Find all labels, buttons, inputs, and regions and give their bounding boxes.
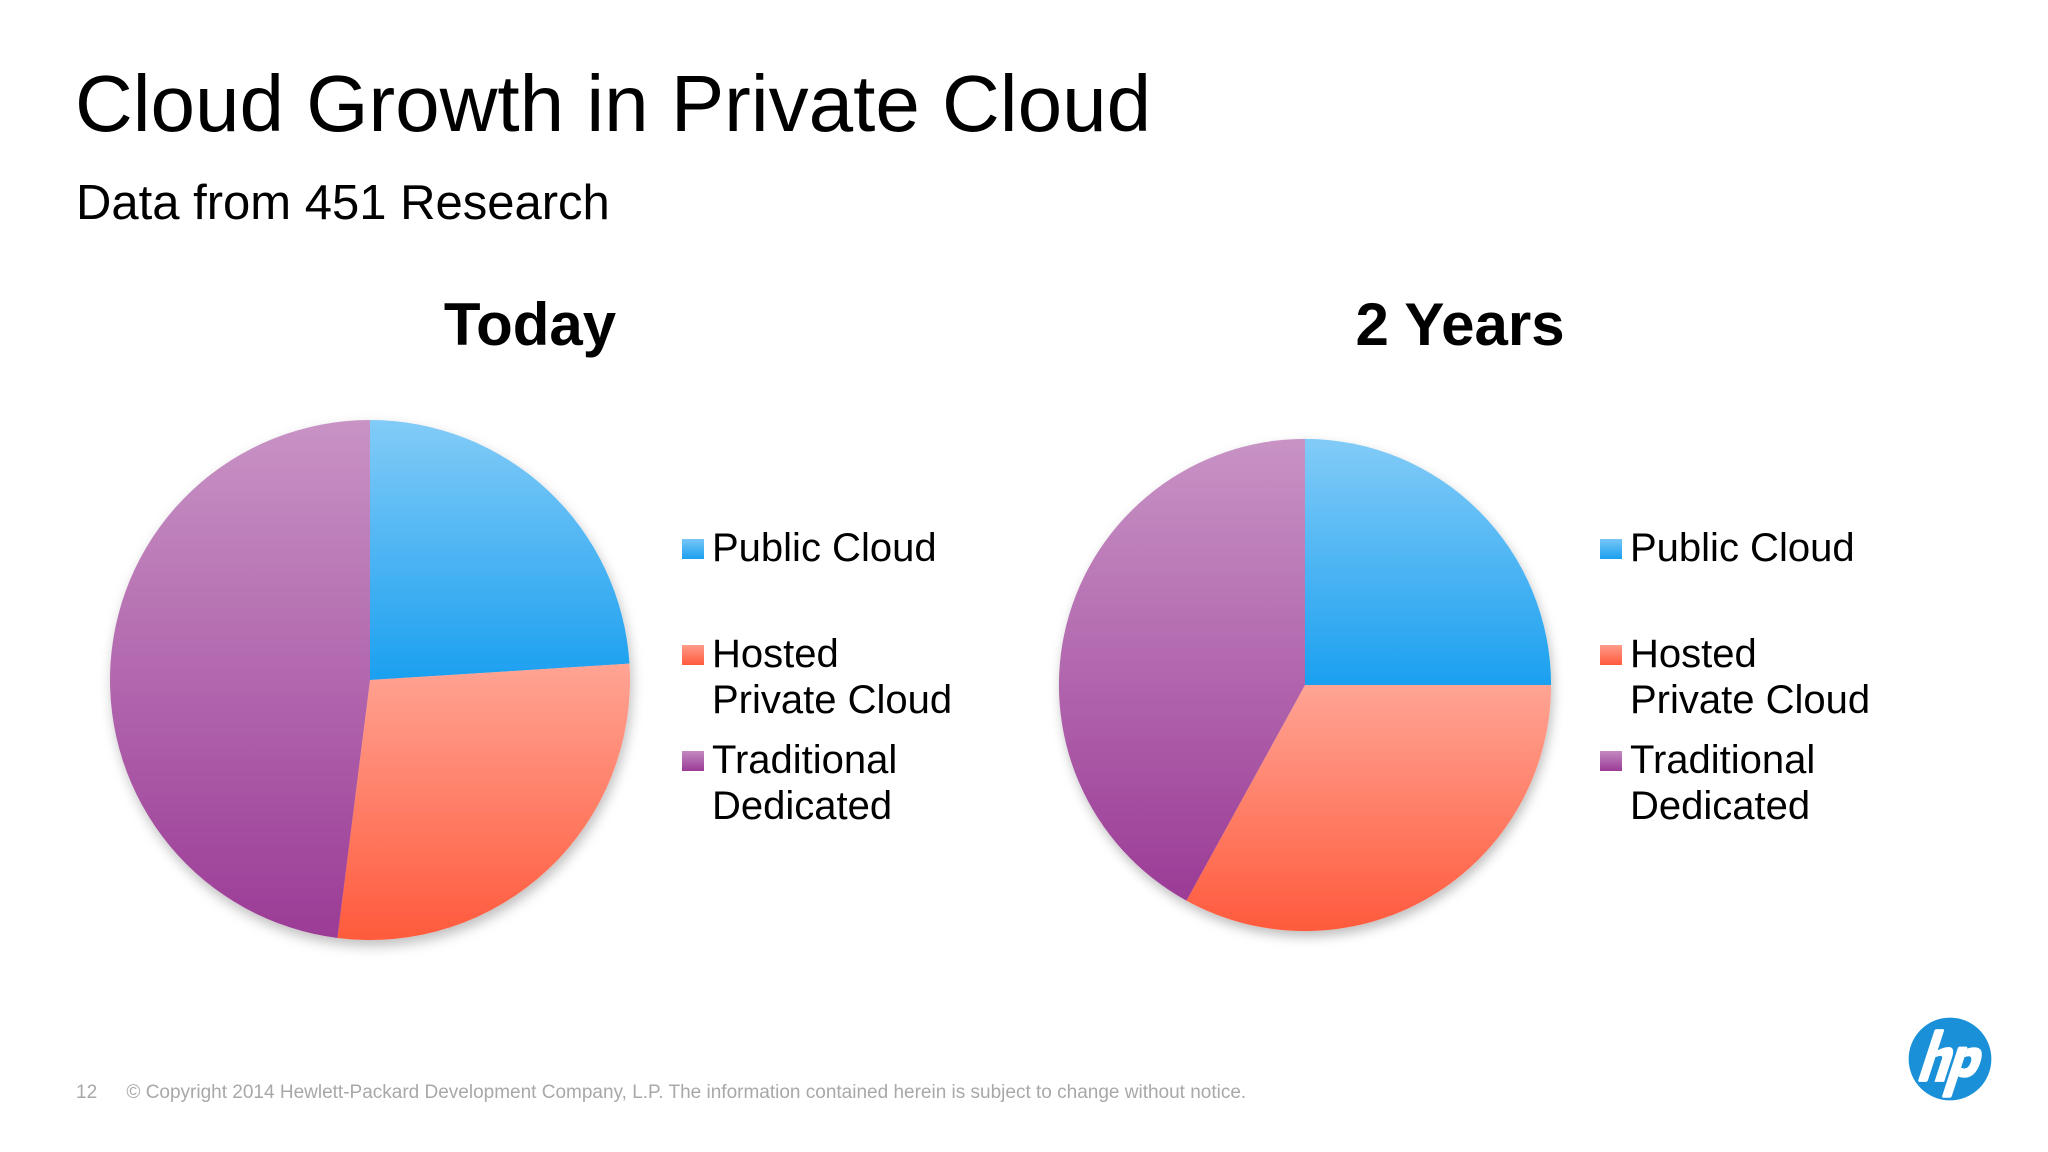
legend-today: Public Cloud Hosted Private Cloud Traditio…: [682, 525, 952, 843]
pie-chart-2-years: [1058, 438, 1552, 932]
copyright-notice: © Copyright 2014 Hewlett-Packard Develop…: [126, 1082, 1247, 1103]
pie-slice-traditional-dedicated: [109, 419, 370, 938]
legend-label: Public Cloud: [1630, 526, 1855, 570]
slide-title: Cloud Growth in Private Cloud: [75, 59, 1152, 148]
hp-logo-icon: [1908, 1017, 1992, 1101]
chart-title-today: Today: [443, 291, 617, 358]
legend-item-traditional-dedicated: Traditional Dedicated: [1600, 737, 1870, 829]
pie-chart-today: [109, 419, 630, 940]
legend-label: Hosted Private Cloud: [712, 632, 953, 722]
legend-swatch: [682, 539, 704, 559]
legend-swatch: [1600, 645, 1622, 665]
pie-slice-hosted-private-cloud: [337, 663, 630, 940]
pie-slice-public-cloud: [1305, 438, 1552, 685]
legend-item-hosted-private-cloud: Hosted Private Cloud: [1600, 631, 1870, 723]
legend-label: Traditional Dedicated: [1630, 738, 1816, 828]
legend-item-traditional-dedicated: Traditional Dedicated: [682, 737, 952, 829]
pie-slice-traditional-dedicated: [1058, 438, 1305, 901]
legend-swatch: [1600, 539, 1622, 559]
chart-title-2-years: 2 Years: [1355, 291, 1565, 358]
slide-subtitle: Data from 451 Research: [76, 176, 610, 230]
legend-label: Public Cloud: [712, 526, 937, 570]
legend-item-hosted-private-cloud: Hosted Private Cloud: [682, 631, 952, 723]
footer: 12 © Copyright 2014 Hewlett-Packard Deve…: [76, 1082, 1246, 1104]
legend-swatch: [682, 645, 704, 665]
pie-slice-public-cloud: [370, 420, 630, 680]
legend-swatch: [682, 751, 704, 771]
pie-slice-hosted-private-cloud: [1186, 685, 1552, 932]
page-number: 12: [76, 1082, 98, 1103]
legend-2-years: Public Cloud Hosted Private Cloud Traditio…: [1600, 525, 1870, 843]
legend-swatch: [1600, 751, 1622, 771]
legend-item-public-cloud: Public Cloud: [682, 525, 952, 571]
legend-item-public-cloud: Public Cloud: [1600, 525, 1870, 571]
legend-label: Traditional Dedicated: [712, 738, 898, 828]
legend-label: Hosted Private Cloud: [1630, 632, 1871, 722]
